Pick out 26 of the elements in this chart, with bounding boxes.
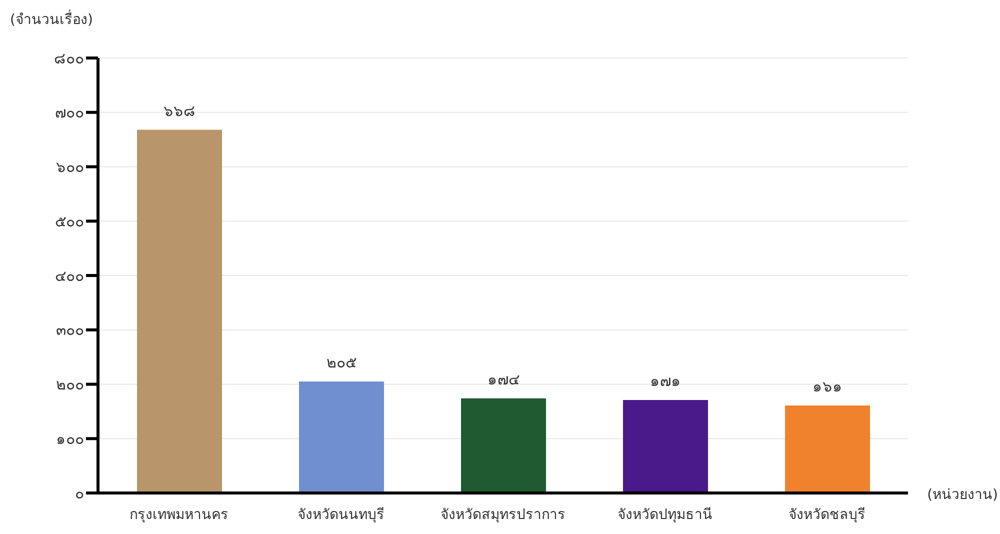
y-tick-label: ๗๐๐	[55, 104, 84, 122]
bar	[137, 130, 222, 493]
bar	[785, 405, 870, 493]
bar	[299, 382, 384, 493]
y-tick-label: ๒๐๐	[56, 376, 84, 394]
x-tick-label: จังหวัดปทุมธานี	[618, 506, 712, 523]
x-tick-label: จังหวัดนนทบุรี	[298, 506, 384, 523]
bar	[461, 398, 546, 493]
bar	[623, 400, 708, 493]
data-label: ๑๗๑	[650, 372, 681, 390]
y-axis-title: (จำนวนเรื่อง)	[10, 8, 93, 30]
y-tick-label: ๐	[75, 484, 84, 502]
x-tick-label: จังหวัดชลบุรี	[788, 506, 866, 523]
x-axis-title: (หน่วยงาน)	[927, 486, 998, 505]
x-tick-label: จังหวัดสมุทรปราการ	[440, 506, 566, 523]
data-label: ๑๗๔	[488, 370, 520, 388]
data-label: ๒๐๕	[326, 354, 356, 372]
y-tick-label: ๑๐๐	[56, 430, 84, 448]
y-tick-label: ๔๐๐	[55, 266, 84, 285]
y-tick-label: ๖๐๐	[56, 158, 84, 176]
data-label: ๑๖๑	[812, 377, 842, 396]
x-tick-label: กรุงเทพมหานคร	[130, 506, 228, 523]
y-tick-label: ๘๐๐	[54, 49, 84, 68]
data-label: ๖๖๘	[164, 102, 196, 120]
y-tick-label: ๕๐๐	[55, 212, 84, 230]
y-tick-label: ๓๐๐	[56, 321, 84, 340]
